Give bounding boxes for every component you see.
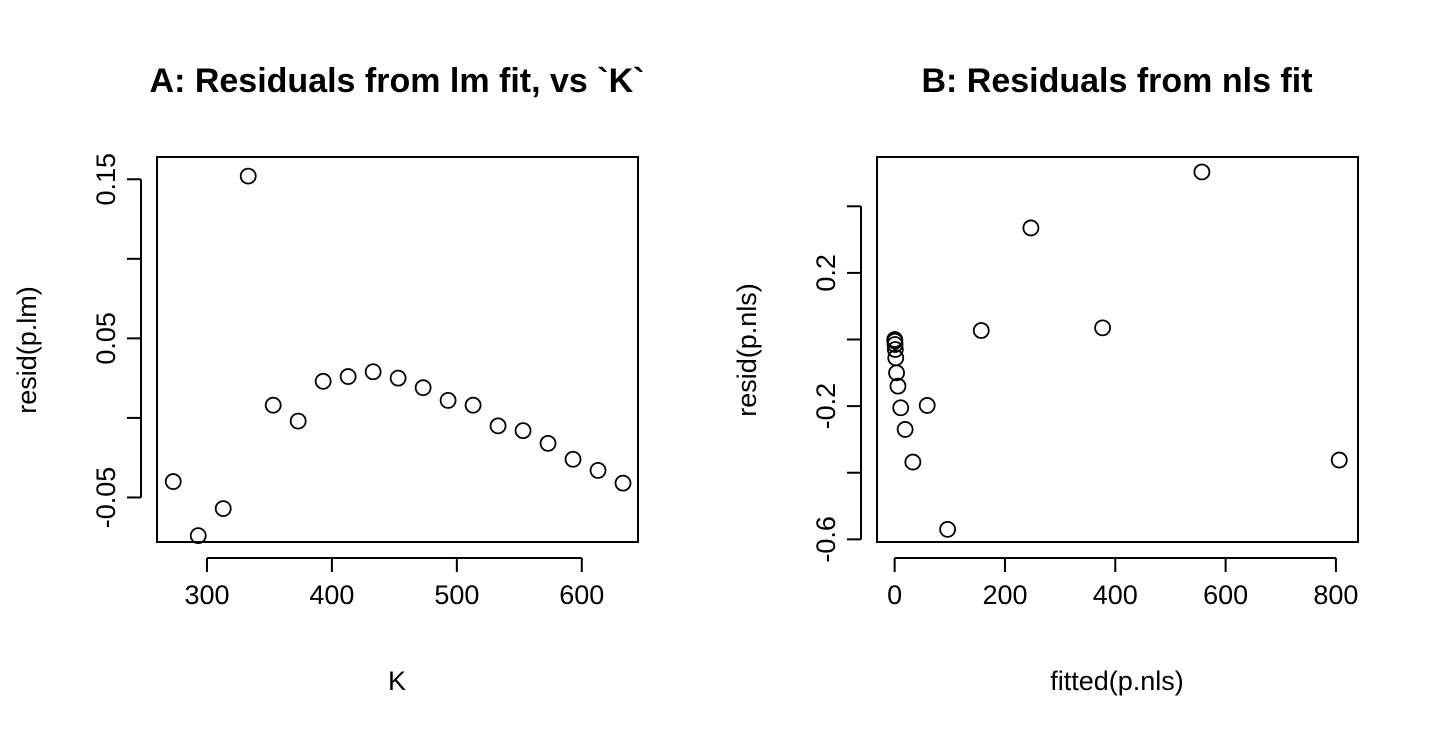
- panel-a-x-axis-label: K: [388, 666, 406, 696]
- panel-b-points: [886, 163, 1348, 538]
- panel-b-data-point: [886, 341, 904, 358]
- panel-a-x-tick-label: 500: [434, 580, 479, 610]
- panel-b-data-point: [889, 377, 907, 395]
- panel-a-y-tick-label: 0.05: [91, 312, 121, 365]
- panel-a-data-point: [564, 450, 582, 468]
- panel-b-y-axis: -0.6 -0.2 0.2: [811, 205, 862, 563]
- panel-b-data-point: [1094, 319, 1112, 337]
- panel-a-data-point: [414, 379, 432, 397]
- panel-b-x-tick-label: 200: [982, 580, 1027, 610]
- panel-a-points: [164, 167, 632, 545]
- panel-a-data-point: [239, 167, 257, 185]
- panel-b-y-tick-label: 0.2: [811, 254, 841, 292]
- panel-b-x-axis-label: fitted(p.nls): [1050, 666, 1184, 696]
- panel-a-y-tick-label: 0.15: [91, 153, 121, 206]
- panel-b-data-point: [896, 421, 914, 438]
- panel-a-data-point: [314, 372, 332, 390]
- panel-b-data-point: [1330, 451, 1348, 469]
- panel-a-data-point: [439, 392, 457, 409]
- panel-b-y-tick-label: -0.2: [811, 383, 841, 430]
- panel-b-title: B: Residuals from nls fit: [921, 62, 1312, 100]
- panel-a-x-tick-label: 400: [309, 580, 354, 610]
- panel-a-x-axis: 300 400 500 600: [184, 557, 604, 610]
- panel-a-x-tick-label: 600: [559, 580, 604, 610]
- panel-b-data-point: [904, 453, 922, 471]
- panel-a-data-point: [489, 417, 507, 435]
- panel-b-y-axis-label: resid(p.nls): [732, 283, 762, 417]
- panel-a-data-point: [189, 527, 207, 545]
- panel-a-data-point: [464, 396, 482, 414]
- panel-a-data-point: [364, 363, 382, 381]
- panel-a-data-point: [514, 422, 532, 440]
- panel-b-x-tick-label: 600: [1203, 580, 1248, 610]
- panel-a-residuals-lm: A: Residuals from lm fit, vs `K` 300 400 5…: [12, 62, 644, 696]
- panel-b-data-point: [1193, 163, 1211, 181]
- panel-a-x-tick-label: 300: [184, 580, 229, 610]
- panel-b-x-axis: 0 200 400 600 800: [887, 557, 1358, 610]
- panel-a-title: A: Residuals from lm fit, vs `K`: [150, 62, 645, 100]
- panel-a-data-point: [539, 434, 557, 452]
- panel-a-data-point: [289, 412, 307, 430]
- panel-a-data-point: [339, 368, 357, 385]
- panel-a-data-point: [614, 474, 632, 492]
- panel-b-data-point: [1022, 219, 1040, 237]
- panel-b-x-tick-label: 400: [1093, 580, 1138, 610]
- panel-b-y-tick-label: -0.6: [811, 516, 841, 563]
- panel-b-data-point: [892, 399, 910, 417]
- panel-b-data-point: [886, 336, 904, 353]
- panel-b-plot-frame: [876, 156, 1359, 543]
- panel-b-x-tick-label: 0: [887, 580, 902, 610]
- panel-a-plot-frame: [156, 156, 639, 543]
- panel-a-data-point: [264, 396, 282, 414]
- panel-b-data-point: [939, 520, 957, 538]
- panel-b-residuals-nls: B: Residuals from nls fit 0 200 400 600 800 …: [732, 62, 1359, 696]
- panel-b-data-point: [888, 364, 905, 382]
- panel-a-y-axis-label: resid(p.lm): [12, 286, 42, 414]
- panel-a-y-axis: -0.05 0.05 0.15: [91, 153, 142, 529]
- panel-b-data-point: [972, 322, 990, 339]
- panel-a-data-point: [589, 462, 607, 479]
- panel-a-data-point: [214, 500, 232, 517]
- panel-a-data-point: [389, 369, 407, 387]
- panel-a-data-point: [164, 473, 182, 490]
- panel-b-x-tick-label: 800: [1313, 580, 1358, 610]
- panel-b-data-point: [918, 397, 936, 414]
- panel-a-y-tick-label: -0.05: [91, 467, 121, 529]
